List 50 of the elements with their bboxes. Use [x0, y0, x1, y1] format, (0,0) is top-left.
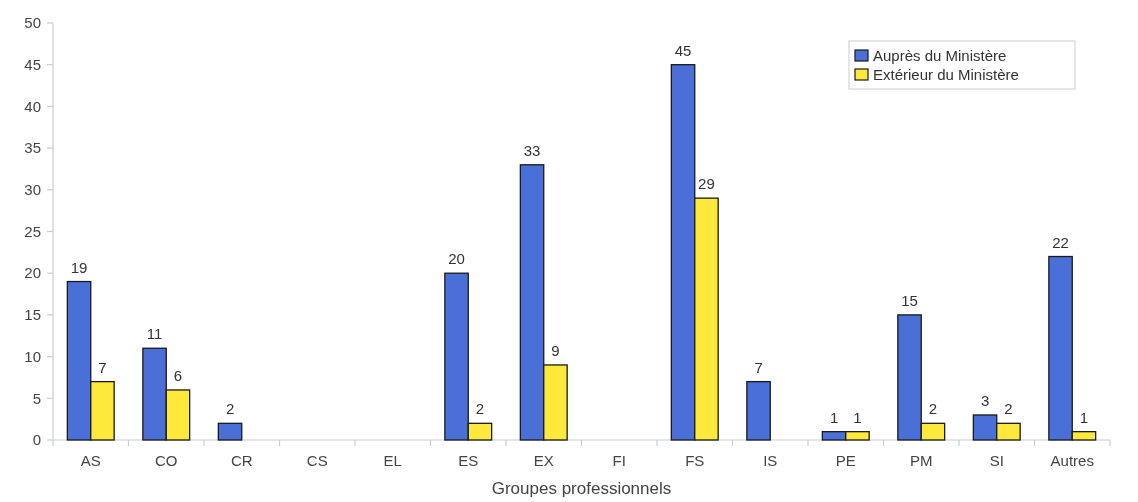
y-tick-label: 10: [24, 347, 41, 365]
data-label: 2: [928, 400, 938, 418]
x-tick-label: CR: [230, 452, 253, 469]
data-label: 7: [754, 358, 763, 376]
data-label: 11: [146, 325, 163, 343]
x-tick-label: AS: [80, 452, 101, 469]
y-tick-label: 45: [24, 55, 41, 73]
legend-label: Auprès du Ministère: [873, 47, 1007, 64]
x-tick-label: ES: [458, 452, 479, 469]
data-label: 9: [551, 341, 560, 359]
legend-label: Extérieur du Ministère: [873, 66, 1019, 83]
data-label: 2: [225, 400, 235, 418]
x-tick-label: SI: [989, 452, 1004, 469]
data-label: 6: [173, 366, 183, 384]
bar: [746, 380, 771, 441]
y-tick-label: 50: [24, 14, 41, 32]
x-axis-title: Groupes professionnels: [491, 479, 672, 498]
x-tick-label: EL: [383, 452, 402, 469]
x-tick-label: IS: [763, 452, 778, 469]
x-tick-label: CO: [155, 452, 178, 469]
data-label: 45: [674, 41, 692, 59]
y-tick-label: 15: [24, 306, 41, 324]
data-label: 1: [829, 408, 839, 426]
data-label: 7: [98, 358, 107, 376]
y-tick-label: 35: [24, 139, 41, 157]
x-tick-label: PM: [910, 452, 933, 469]
y-tick-label: 20: [24, 264, 41, 282]
x-tick-label: EX: [533, 452, 554, 469]
x-tick-label: Autres: [1050, 452, 1094, 469]
data-label: 19: [70, 258, 88, 276]
data-label: 1: [853, 408, 862, 426]
data-label: 20: [448, 250, 465, 268]
bar: [217, 422, 243, 441]
y-tick-label: 25: [24, 222, 41, 240]
y-tick-label: 40: [24, 97, 41, 115]
data-label: 22: [1052, 233, 1069, 251]
data-label: 29: [698, 175, 715, 193]
x-tick-label: FS: [685, 452, 705, 469]
data-label: 15: [901, 291, 918, 309]
data-label: 33: [523, 141, 541, 159]
y-tick-label: 0: [32, 431, 41, 449]
x-tick-label: PE: [835, 452, 856, 469]
data-label: 2: [1004, 400, 1013, 418]
y-tick-label: 5: [32, 389, 41, 407]
data-label: 3: [980, 391, 990, 409]
data-label: 2: [475, 400, 485, 418]
data-label: 1: [1079, 408, 1089, 426]
x-tick-label: FI: [612, 452, 626, 469]
x-tick-label: CS: [306, 452, 328, 469]
y-tick-label: 30: [24, 181, 41, 199]
